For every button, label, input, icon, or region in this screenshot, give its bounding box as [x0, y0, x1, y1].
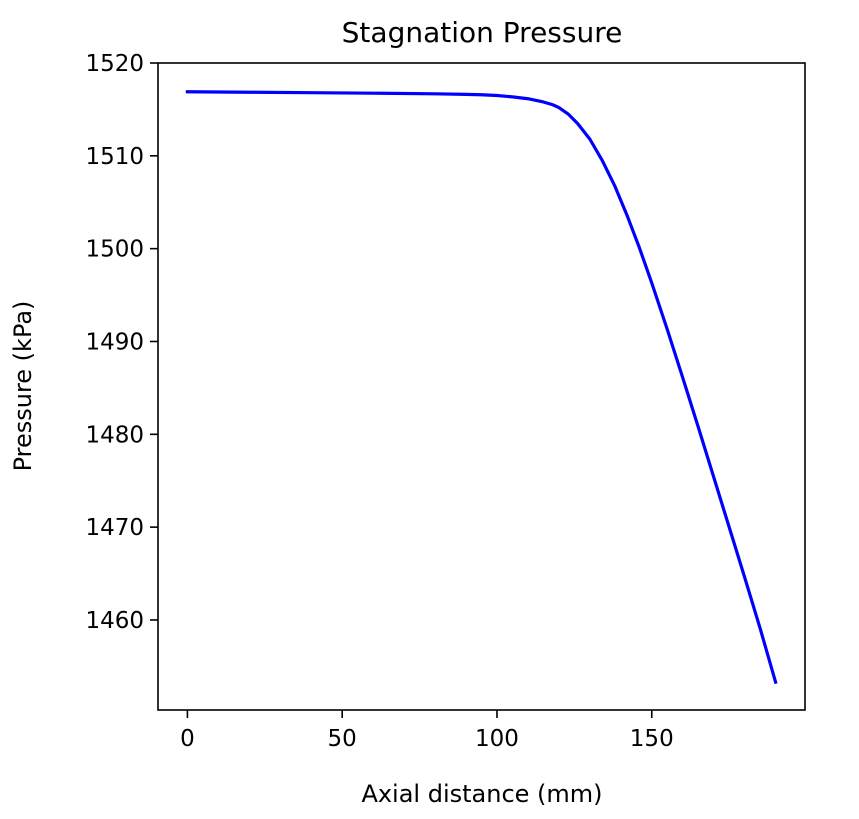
y-tick-label: 1500: [85, 237, 144, 263]
y-tick-label: 1510: [85, 144, 144, 170]
chart-title: Stagnation Pressure: [342, 16, 623, 49]
y-axis-ticks: 1460 1470 1480 1490 1500 1510 1520: [85, 51, 158, 634]
y-tick-label: 1520: [85, 51, 144, 77]
x-axis-label: Axial distance (mm): [361, 780, 602, 808]
x-tick-label: 0: [180, 726, 195, 752]
x-tick-label: 150: [630, 726, 674, 752]
plot-marks: [185, 90, 778, 685]
series-line-0: [185, 90, 778, 685]
y-tick-label: 1460: [85, 608, 144, 634]
x-tick-label: 50: [328, 726, 357, 752]
plot-frame: [157, 62, 806, 711]
x-axis-ticks: 0 50 100 150: [180, 710, 674, 752]
x-tick-label: 100: [475, 726, 519, 752]
y-tick-label: 1480: [85, 422, 144, 448]
y-tick-label: 1470: [85, 515, 144, 541]
y-tick-label: 1490: [85, 329, 144, 355]
y-axis-label: Pressure (kPa): [9, 301, 37, 472]
